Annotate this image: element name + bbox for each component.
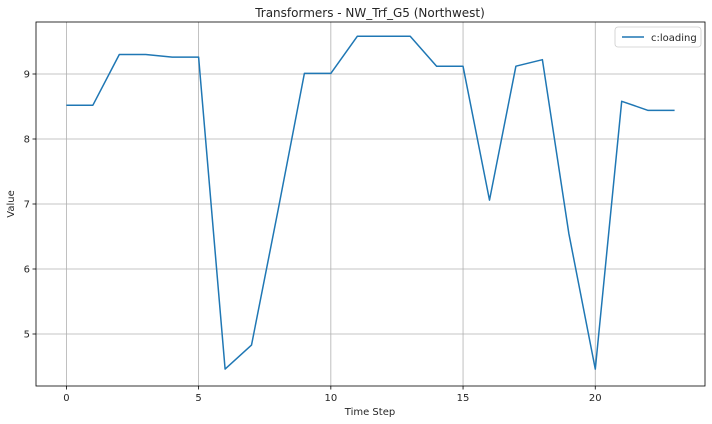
series-layer — [66, 35, 675, 370]
grid — [36, 22, 705, 386]
y-tick-label: 6 — [24, 265, 30, 276]
y-tick-label: 5 — [24, 330, 30, 341]
x-tick-label: 15 — [457, 393, 470, 404]
legend-label: c:loading — [651, 33, 697, 44]
legend-box — [614, 26, 702, 48]
series-line-0 — [66, 35, 675, 370]
y-axis-label: Value — [6, 190, 17, 217]
y-tick-label: 9 — [24, 70, 30, 81]
x-tick-label: 0 — [63, 393, 69, 404]
legend: c:loading — [614, 26, 702, 48]
x-tick-label: 10 — [324, 393, 337, 404]
x-axis-label: Time Step — [344, 407, 395, 418]
x-tick-label: 5 — [195, 393, 201, 404]
x-tick-label: 20 — [589, 393, 602, 404]
ticks: 0 5 10 15 20 5 6 7 8 9 — [24, 70, 602, 405]
y-tick-label: 8 — [24, 135, 30, 146]
y-tick-label: 7 — [24, 200, 30, 211]
chart-title: Transformers - NW_Trf_G5 (Northwest) — [254, 6, 485, 20]
